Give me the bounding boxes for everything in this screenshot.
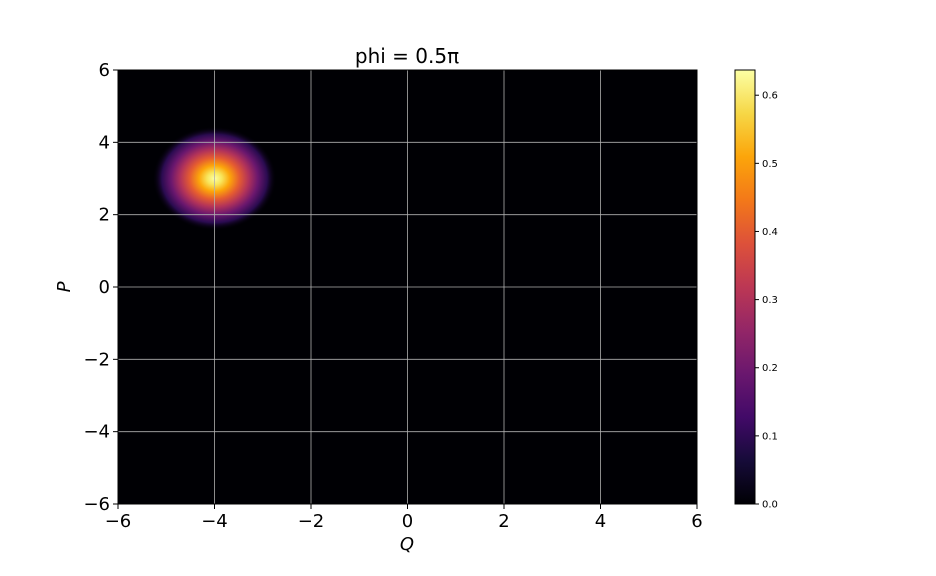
- x-tick-label: −2: [298, 511, 325, 532]
- colorbar-ticks: 0.0 0.1 0.2 0.3 0.4 0.5 0.6: [755, 91, 778, 511]
- colorbar-tick-label: 0.4: [762, 227, 778, 238]
- y-axis-ticks: −6 −4 −2 0 2 4 6: [83, 60, 118, 515]
- y-tick-label: 0: [99, 277, 110, 298]
- y-tick-label: 6: [99, 60, 110, 81]
- colorbar-tick-label: 0.2: [762, 363, 778, 374]
- x-tick-label: 0: [402, 511, 413, 532]
- plot-area: [117, 69, 698, 505]
- chart-title: phi = 0.5π: [355, 44, 459, 68]
- y-tick-label: −2: [83, 349, 110, 370]
- grid: [118, 70, 697, 504]
- y-tick-label: −4: [83, 422, 110, 443]
- y-tick-label: 2: [99, 205, 110, 226]
- x-tick-label: 2: [498, 511, 509, 532]
- y-axis-label: P: [54, 281, 75, 292]
- x-tick-label: −6: [105, 511, 132, 532]
- colorbar-tick-label: 0.5: [762, 159, 778, 170]
- colorbar-gradient: [734, 69, 756, 505]
- colorbar-tick-label: 0.1: [762, 431, 778, 442]
- x-axis-label: Q: [400, 534, 414, 555]
- colorbar-tick-label: 0.0: [762, 500, 778, 511]
- x-axis-ticks: −6 −4 −2 0 2 4 6: [105, 504, 703, 532]
- x-tick-label: 6: [691, 511, 702, 532]
- x-tick-label: −4: [201, 511, 228, 532]
- colorbar: 0.0 0.1 0.2 0.3 0.4 0.5 0.6: [734, 69, 778, 511]
- colorbar-tick-label: 0.3: [762, 295, 778, 306]
- y-tick-label: 4: [99, 132, 110, 153]
- colorbar-tick-label: 0.6: [762, 91, 778, 102]
- x-tick-label: 4: [595, 511, 606, 532]
- y-tick-label: −6: [83, 494, 110, 515]
